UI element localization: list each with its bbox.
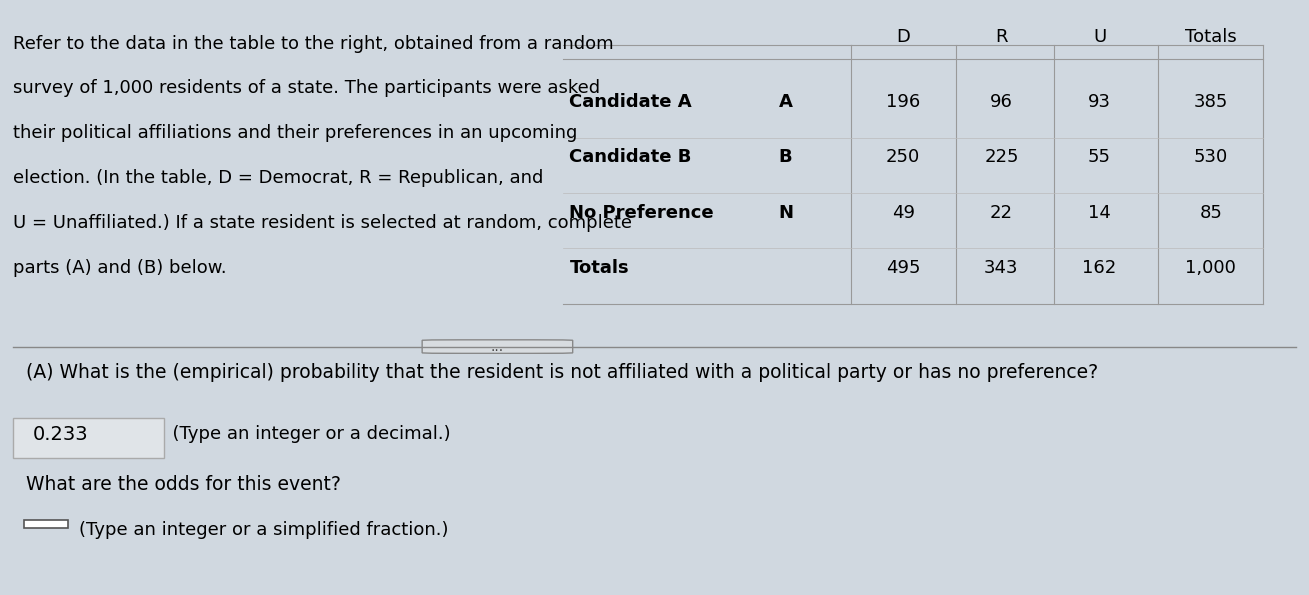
Text: D: D: [897, 27, 910, 46]
Text: 14: 14: [1088, 203, 1111, 221]
Text: 55: 55: [1088, 148, 1111, 167]
Text: U = Unaffiliated.) If a state resident is selected at random, complete: U = Unaffiliated.) If a state resident i…: [13, 214, 632, 232]
Text: election. (In the table, D = Democrat, R = Republican, and: election. (In the table, D = Democrat, R…: [13, 169, 543, 187]
Text: 343: 343: [984, 259, 1018, 277]
Text: 495: 495: [886, 259, 920, 277]
Text: 93: 93: [1088, 93, 1111, 111]
Text: survey of 1,000 residents of a state. The participants were asked: survey of 1,000 residents of a state. Th…: [13, 79, 601, 98]
Text: 385: 385: [1194, 93, 1228, 111]
Text: B: B: [779, 148, 792, 167]
FancyBboxPatch shape: [13, 418, 164, 458]
Text: 96: 96: [990, 93, 1013, 111]
Text: What are the odds for this event?: What are the odds for this event?: [26, 475, 342, 494]
Text: parts (A) and (B) below.: parts (A) and (B) below.: [13, 259, 226, 277]
Text: 225: 225: [984, 148, 1018, 167]
Text: 162: 162: [1083, 259, 1117, 277]
Text: 0.233: 0.233: [33, 425, 88, 444]
Text: Refer to the data in the table to the right, obtained from a random: Refer to the data in the table to the ri…: [13, 35, 614, 52]
Text: U: U: [1093, 27, 1106, 46]
Text: 1,000: 1,000: [1186, 259, 1236, 277]
Text: (Type an integer or a simplified fraction.): (Type an integer or a simplified fractio…: [79, 521, 448, 539]
Text: 530: 530: [1194, 148, 1228, 167]
Text: Totals: Totals: [1185, 27, 1237, 46]
Text: 250: 250: [886, 148, 920, 167]
Text: 196: 196: [886, 93, 920, 111]
FancyBboxPatch shape: [421, 340, 573, 353]
Text: ...: ...: [491, 340, 504, 353]
Text: Candidate B: Candidate B: [569, 148, 691, 167]
Text: (A) What is the (empirical) probability that the resident is not affiliated with: (A) What is the (empirical) probability …: [26, 362, 1098, 381]
Text: 49: 49: [891, 203, 915, 221]
Text: 85: 85: [1199, 203, 1223, 221]
Text: (Type an integer or a decimal.): (Type an integer or a decimal.): [161, 425, 450, 443]
Text: N: N: [778, 203, 793, 221]
Text: 22: 22: [990, 203, 1013, 221]
Text: Candidate A: Candidate A: [569, 93, 692, 111]
Text: A: A: [779, 93, 792, 111]
Text: their political affiliations and their preferences in an upcoming: their political affiliations and their p…: [13, 124, 577, 142]
Text: R: R: [995, 27, 1008, 46]
FancyBboxPatch shape: [24, 519, 68, 528]
Text: Totals: Totals: [569, 259, 630, 277]
Text: No Preference: No Preference: [569, 203, 713, 221]
